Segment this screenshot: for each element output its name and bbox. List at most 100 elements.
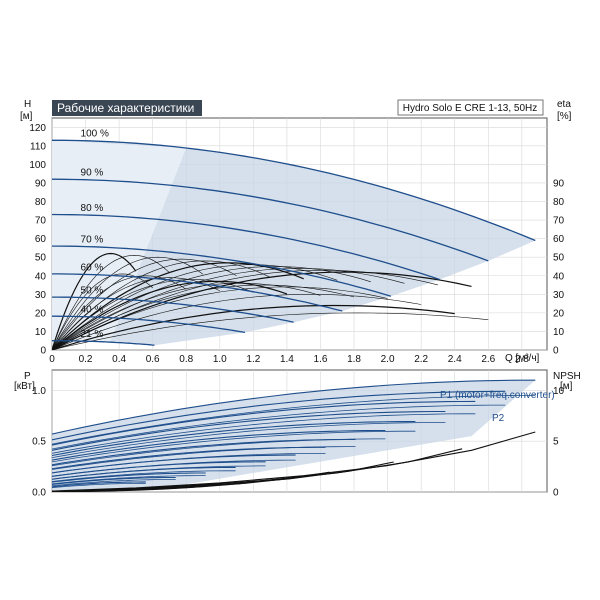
x-tick-label: 1.8	[347, 354, 361, 365]
title-bar	[52, 100, 202, 116]
eta-tick-label: 80	[553, 197, 565, 208]
efficiency-curve	[52, 252, 137, 350]
speed-label: 80 %	[81, 203, 104, 214]
y-tick-label: 40	[35, 271, 47, 282]
power-curve	[52, 466, 236, 480]
power-curve	[52, 446, 326, 470]
efficiency-curve	[52, 280, 288, 350]
efficiency-curve	[52, 256, 204, 350]
efficiency-curve	[52, 279, 254, 350]
power-curve	[52, 390, 506, 441]
power-tick-label: 0.5	[32, 437, 46, 448]
speed-curve	[52, 213, 440, 281]
y-tick-label: 10	[35, 327, 47, 338]
speed-label: 60 %	[81, 262, 104, 273]
operating-area-fill	[52, 140, 536, 346]
power-curve	[52, 420, 416, 457]
power-curve	[52, 482, 146, 489]
y-tick-label: 110	[30, 141, 46, 152]
left-y-tick-labels: 0 10 20 30 40 50 60 70 80 90 100 110 120	[29, 123, 46, 357]
power-tick-label: 0.0	[32, 488, 46, 499]
efficiency-curve	[52, 264, 338, 350]
speed-curve	[52, 296, 294, 323]
efficiency-curve	[52, 304, 455, 350]
power-curve	[52, 454, 296, 474]
eta-tick-label: 90	[553, 178, 565, 189]
x-tick-label: 2.8	[515, 354, 529, 365]
efficiency-curve	[52, 277, 220, 350]
speed-curve	[52, 139, 536, 242]
efficiency-curve	[52, 293, 422, 350]
y-tick-label: 80	[35, 197, 47, 208]
eta-tick-label: 40	[553, 271, 565, 282]
eta-axis-label: eta	[557, 99, 571, 110]
x-tick-label: 1.2	[246, 354, 260, 365]
power-curve	[52, 476, 176, 486]
eta-tick-label: 50	[553, 253, 565, 264]
speed-label: 100 %	[81, 129, 109, 140]
power-curve	[52, 404, 506, 450]
speed-labels: 100 % 90 % 80 % 70 % 60 % 50 % 40 % 21 %	[81, 129, 109, 340]
power-curve	[52, 430, 416, 463]
x-tick-labels: 0 0.2 0.4 0.6 0.8 1.0 1.2 1.4 1.6 1.8 2.0 2.2 2.4 2.6…	[49, 354, 529, 365]
x-tick-label: 0.8	[179, 354, 193, 365]
power-curve	[52, 422, 446, 458]
x-tick-label: 1.6	[314, 354, 328, 365]
speed-curves	[52, 139, 536, 346]
efficiency-curve	[52, 266, 371, 350]
efficiency-curve	[52, 254, 170, 350]
npsh-tick-label: 0	[553, 488, 559, 499]
y-tick-label: 70	[35, 216, 47, 227]
speed-curve	[52, 273, 343, 312]
power-tick-label: 1.0	[32, 386, 46, 397]
speed-label: 90 %	[81, 168, 104, 179]
power-curve	[52, 461, 266, 477]
speed-curve	[52, 178, 489, 262]
eta-tick-label: 20	[553, 308, 565, 319]
x-tick-label: 0.4	[112, 354, 126, 365]
eta-tick-label: 30	[553, 290, 565, 301]
efficiency-curve	[52, 275, 187, 350]
operating-area	[52, 140, 536, 346]
model-label: Hydro Solo E CRE 1-13, 50Hz	[403, 103, 538, 114]
power-curve	[52, 481, 146, 488]
speed-curve	[52, 245, 392, 297]
p-unit-label: [кВт]	[14, 381, 35, 392]
chart-title: Рабочие характеристики	[57, 101, 194, 115]
power-area-fill	[52, 380, 536, 490]
npsh-tick-label: 10	[553, 386, 565, 397]
x-tick-label: 0	[49, 354, 55, 365]
efficiency-curve	[52, 286, 388, 350]
npsh-tick-label: 5	[553, 437, 559, 448]
power-curve	[52, 410, 446, 451]
efficiency-curve	[52, 260, 271, 350]
y-tick-label: 90	[35, 178, 47, 189]
power-curve	[52, 438, 356, 466]
efficiency-curve	[52, 258, 237, 350]
speed-label: 40 %	[81, 305, 104, 316]
x-tick-label: 0.2	[79, 354, 93, 365]
x-tick-label: 2.2	[414, 354, 428, 365]
y-tick-label: 60	[35, 234, 47, 245]
power-curve	[52, 479, 176, 487]
eta-unit-label: [%]	[557, 111, 572, 122]
efficiency-curves	[52, 252, 489, 350]
q-axis-label: Q [м³/ч]	[505, 353, 540, 364]
eta-tick-label: 0	[553, 346, 559, 357]
npsh-curve	[52, 484, 213, 492]
power-y-tick-labels: 0.0 0.5 1.0	[32, 386, 46, 499]
speed-label: 70 %	[81, 234, 104, 245]
npsh-axis-label: NPSH	[553, 371, 581, 382]
y-tick-label: 0	[40, 346, 46, 357]
npsh-unit-label: [м]	[560, 381, 573, 392]
p2-series-label: P2	[492, 413, 505, 424]
efficiency-curve	[52, 262, 304, 350]
power-curve	[52, 379, 536, 435]
power-curve	[52, 395, 536, 445]
power-curve	[52, 413, 476, 454]
power-curves	[52, 379, 536, 492]
p1-series-label: P1 (motor+freq.converter)	[440, 390, 555, 401]
efficiency-curve	[52, 312, 489, 350]
npsh-y-tick-labels: 0 5 10	[553, 386, 565, 499]
